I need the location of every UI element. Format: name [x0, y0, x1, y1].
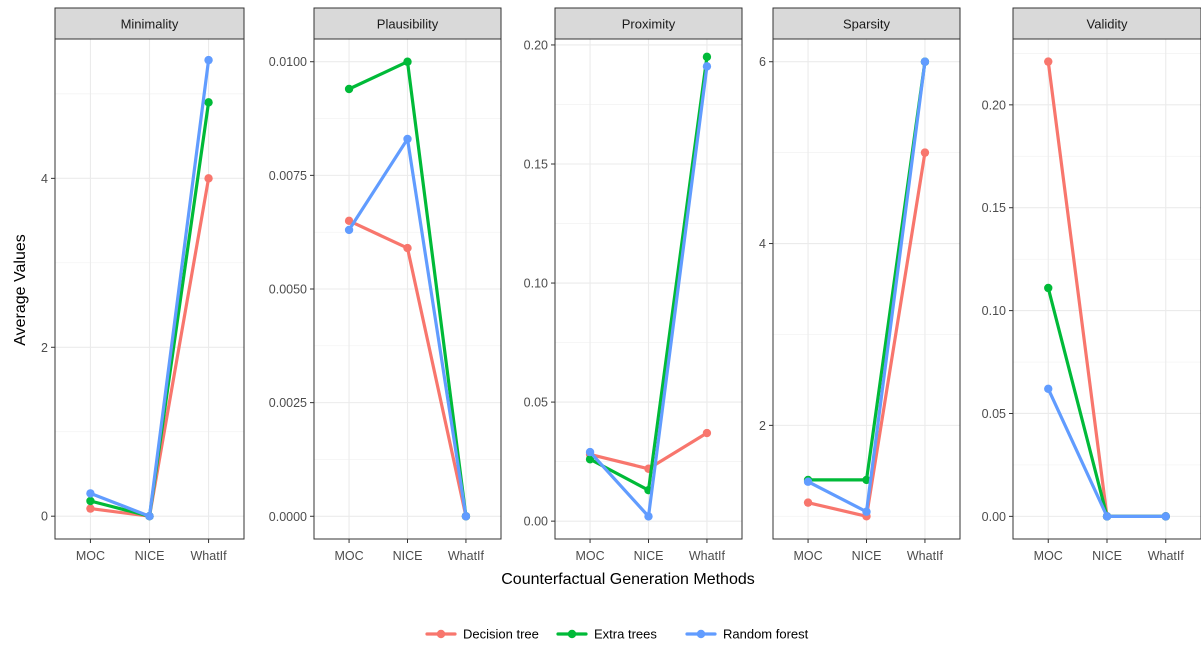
data-point-random-forest-whatif [204, 55, 213, 65]
x-axis-title: Counterfactual Generation Methods [501, 571, 754, 588]
y-tick-label: 0.0100 [269, 55, 307, 69]
facet-title: Minimality [121, 17, 179, 32]
data-point-random-forest-nice [403, 134, 412, 144]
legend: Decision tree Extra trees Random forest [425, 627, 809, 642]
data-point-extra-trees-moc [86, 496, 95, 506]
x-tick-label: WhatIf [1148, 549, 1185, 563]
y-tick-label: 0.05 [524, 396, 548, 410]
data-point-extra-trees-nice [862, 475, 871, 485]
y-tick-label: 4 [759, 237, 766, 251]
facet-strip [772, 7, 961, 40]
x-tick-label: MOC [793, 549, 822, 563]
legend-key-point-decision-tree [436, 629, 446, 639]
y-tick-label: 0 [41, 510, 48, 524]
facet-title: Proximity [622, 17, 676, 32]
data-point-random-forest-nice [1102, 512, 1112, 521]
facet-strip [54, 7, 245, 40]
data-point-random-forest-whatif [461, 512, 471, 521]
data-point-decision-tree-whatif [920, 148, 930, 157]
data-point-decision-tree-moc [803, 498, 813, 507]
facet-title: Sparsity [843, 17, 890, 32]
data-point-random-forest-nice [862, 507, 871, 516]
data-point-decision-tree-whatif [204, 174, 213, 183]
facet-title: Validity [1087, 17, 1128, 32]
x-tick-label: NICE [135, 549, 165, 563]
y-tick-label: 6 [759, 55, 766, 69]
legend-label-extra-trees: Extra trees [594, 627, 657, 642]
data-point-random-forest-whatif [920, 57, 930, 66]
y-tick-label: 0.15 [982, 201, 1006, 215]
x-tick-label: MOC [334, 549, 363, 563]
y-tick-label: 0.10 [524, 277, 548, 291]
panel-plausibility: Plausibility 0.0000 0.0025 0.0050 0.0075 0.01… [269, 7, 502, 563]
y-tick-label: 0.0000 [269, 510, 307, 524]
data-point-decision-tree-nice [403, 243, 412, 253]
legend-key-point-extra-trees [567, 629, 577, 639]
panel-proximity: Proximity 0.00 0.05 0.10 0.15 0.20 MOC NICE What… [524, 7, 743, 563]
facet-strip [1012, 7, 1201, 40]
y-tick-label: 0.05 [982, 407, 1006, 421]
y-tick-label: 0.0075 [269, 169, 307, 183]
y-tick-label: 4 [41, 172, 48, 186]
x-tick-label: NICE [634, 549, 664, 563]
data-point-random-forest-moc [344, 225, 354, 235]
panel-minimality: Minimality 0 2 4 MOC NICE WhatIf [41, 7, 245, 563]
y-tick-label: 0.20 [982, 98, 1006, 112]
data-point-random-forest-whatif [702, 62, 712, 71]
x-tick-label: MOC [76, 549, 105, 563]
data-point-extra-trees-moc [585, 455, 595, 464]
y-tick-label: 0.0050 [269, 283, 307, 297]
data-point-decision-tree-whatif [702, 428, 712, 438]
data-point-extra-trees-nice [403, 57, 412, 66]
legend-label-random-forest: Random forest [723, 627, 809, 642]
x-tick-label: WhatIf [689, 549, 726, 563]
data-point-random-forest-moc [585, 447, 595, 457]
data-point-random-forest-nice [644, 512, 653, 521]
data-point-extra-trees-whatif [702, 52, 712, 62]
y-tick-label: 0.00 [524, 515, 548, 529]
panel-sparsity: Sparsity 2 4 6 MOC NICE WhatIf [759, 7, 961, 563]
x-tick-label: NICE [852, 549, 882, 563]
x-tick-label: MOC [575, 549, 604, 563]
x-tick-label: WhatIf [191, 549, 228, 563]
data-point-random-forest-moc [1044, 384, 1053, 393]
panel-validity: Validity 0.00 0.05 0.10 0.15 0.20 MOC NICE WhatI… [982, 7, 1201, 563]
data-point-decision-tree-moc [1044, 57, 1053, 66]
data-point-extra-trees-whatif [204, 98, 213, 107]
y-tick-label: 2 [759, 419, 766, 433]
y-tick-label: 0.15 [524, 158, 548, 172]
x-tick-label: MOC [1034, 549, 1063, 563]
y-tick-label: 2 [41, 341, 48, 355]
data-point-decision-tree-moc [344, 216, 354, 226]
y-tick-label: 0.00 [982, 510, 1006, 524]
y-tick-label: 0.0025 [269, 396, 307, 410]
x-tick-label: WhatIf [907, 549, 944, 563]
data-point-extra-trees-moc [344, 84, 354, 94]
y-axis-title: Average Values [12, 234, 29, 345]
y-tick-label: 0.20 [524, 38, 548, 52]
facet-title: Plausibility [377, 17, 439, 32]
facet-strip [313, 7, 502, 40]
data-point-extra-trees-moc [1044, 283, 1053, 293]
x-tick-label: WhatIf [448, 549, 485, 563]
data-point-decision-tree-moc [86, 504, 95, 513]
data-point-random-forest-nice [145, 511, 154, 521]
x-tick-label: NICE [393, 549, 423, 563]
data-point-random-forest-moc [86, 489, 95, 498]
legend-label-decision-tree: Decision tree [463, 627, 539, 642]
legend-key-point-random-forest [696, 629, 706, 639]
data-point-random-forest-whatif [1161, 512, 1170, 521]
y-tick-label: 0.10 [982, 304, 1006, 318]
x-tick-label: NICE [1092, 549, 1122, 563]
data-point-random-forest-moc [803, 477, 813, 486]
facet-strip [554, 7, 743, 40]
